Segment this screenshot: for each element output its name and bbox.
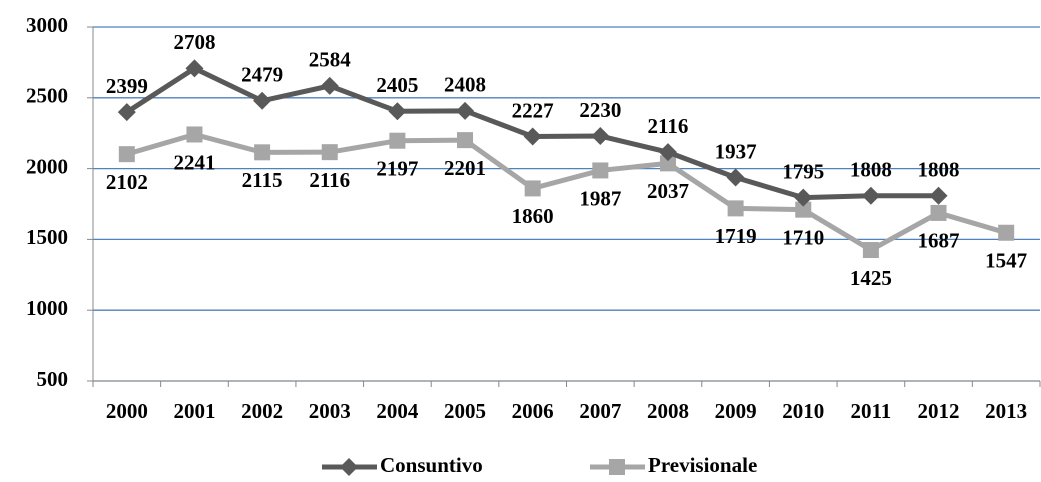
data-point — [998, 224, 1015, 241]
x-tick-label: 2010 — [782, 399, 824, 423]
data-label: 1425 — [850, 266, 892, 290]
data-point — [591, 127, 610, 146]
data-point — [118, 146, 135, 163]
legend-marker — [340, 458, 358, 476]
x-tick-label: 2006 — [512, 399, 554, 423]
data-point — [321, 144, 338, 161]
data-point — [117, 103, 136, 122]
data-point — [185, 59, 204, 78]
data-point — [186, 126, 203, 143]
data-label: 2399 — [106, 74, 148, 98]
data-label: 2201 — [444, 156, 486, 180]
x-tick-label: 2000 — [106, 399, 148, 423]
legend-label: Previsionale — [648, 453, 757, 477]
data-label: 2037 — [647, 179, 689, 203]
legend-label: Consuntivo — [380, 453, 483, 477]
data-point — [929, 186, 948, 205]
data-label: 1795 — [782, 159, 824, 183]
data-label: 2241 — [173, 150, 215, 174]
data-label: 2116 — [309, 168, 350, 192]
y-tick-label: 1000 — [26, 296, 68, 320]
data-label: 2405 — [376, 73, 418, 97]
data-label: 2408 — [444, 73, 486, 97]
data-point — [523, 127, 542, 146]
y-tick-label: 500 — [37, 367, 69, 391]
x-tick-label: 2005 — [444, 399, 486, 423]
x-tick-label: 2007 — [579, 399, 621, 423]
data-label: 2230 — [579, 98, 621, 122]
x-tick-label: 2012 — [918, 399, 960, 423]
x-tick-label: 2001 — [173, 399, 215, 423]
x-tick-label: 2008 — [647, 399, 689, 423]
data-label: 2197 — [376, 157, 418, 181]
legend-marker — [609, 459, 625, 475]
x-tick-label: 2013 — [985, 399, 1027, 423]
data-label: 2227 — [512, 98, 554, 122]
data-point — [727, 200, 744, 217]
data-label: 2102 — [106, 170, 148, 194]
data-point — [253, 91, 272, 110]
data-point — [726, 168, 745, 187]
data-label: 1808 — [918, 158, 960, 182]
x-tick-label: 2011 — [850, 399, 891, 423]
data-point — [456, 101, 475, 120]
data-label: 1719 — [715, 224, 757, 248]
x-tick-label: 2003 — [309, 399, 351, 423]
data-label: 2584 — [309, 48, 352, 72]
x-tick-label: 2009 — [715, 399, 757, 423]
data-label: 2115 — [242, 168, 283, 192]
data-label: 1710 — [782, 225, 824, 249]
y-tick-label: 2500 — [26, 84, 68, 108]
y-tick-label: 3000 — [26, 13, 68, 37]
y-tick-label: 1500 — [26, 225, 68, 249]
data-label: 1808 — [850, 158, 892, 182]
data-point — [524, 180, 541, 197]
data-label: 1937 — [715, 139, 757, 163]
data-label: 2708 — [173, 30, 215, 54]
data-point — [795, 201, 812, 218]
data-point — [320, 76, 339, 95]
data-point — [861, 186, 880, 205]
data-label: 1987 — [579, 186, 621, 210]
data-label: 1860 — [512, 204, 554, 228]
data-point — [254, 144, 271, 161]
data-label: 2479 — [241, 63, 283, 87]
data-point — [389, 132, 406, 149]
y-tick-label: 2000 — [26, 154, 68, 178]
data-point — [388, 102, 407, 121]
data-label: 2116 — [648, 114, 689, 138]
data-point — [457, 132, 474, 149]
data-label: 1687 — [918, 229, 960, 253]
data-label: 1547 — [985, 249, 1027, 273]
data-point — [659, 155, 676, 172]
data-point — [862, 242, 879, 259]
x-tick-label: 2002 — [241, 399, 283, 423]
data-point — [794, 188, 813, 207]
data-point — [592, 162, 609, 179]
data-point — [930, 204, 947, 221]
x-tick-label: 2004 — [376, 399, 419, 423]
data-point — [658, 143, 677, 162]
series-line — [126, 131, 1007, 253]
